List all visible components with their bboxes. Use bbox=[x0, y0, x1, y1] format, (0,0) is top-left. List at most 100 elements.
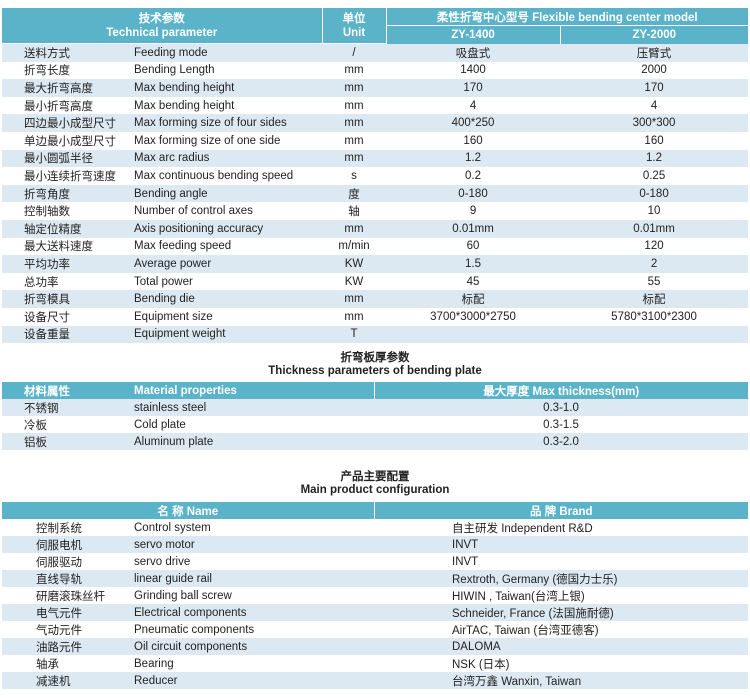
value-zy2000: 300*300 bbox=[560, 114, 749, 133]
param-cn: 单边最小成型尺寸 bbox=[2, 132, 130, 150]
param-cn: 轴定位精度 bbox=[2, 220, 130, 238]
value-zy2000: 0-180 bbox=[560, 184, 749, 203]
table-row: 控制系统 Control system 自主研发 Independent R&D bbox=[2, 519, 748, 536]
value-zy2000: 160 bbox=[560, 132, 749, 150]
value-zy2000: 标配 bbox=[560, 290, 749, 308]
material-cn: 冷板 bbox=[2, 416, 130, 433]
table-row: 送料方式 Feeding mode / 吸盘式 压臂式 bbox=[2, 43, 749, 62]
param-cn: 折弯长度 bbox=[2, 61, 130, 80]
component-cn: 气动元件 bbox=[2, 621, 130, 638]
max-thickness: 0.3-2.0 bbox=[374, 433, 748, 450]
param-cn: 控制轴数 bbox=[2, 202, 130, 221]
value-zy1400: 45 bbox=[386, 272, 561, 291]
unit: mm bbox=[322, 79, 387, 97]
value-zy1400: 1.2 bbox=[386, 149, 561, 168]
param-en: Bending Length bbox=[130, 61, 323, 80]
brand: HIWIN , Taiwan(台湾上银) bbox=[374, 587, 748, 604]
param-cn: 最小折弯高度 bbox=[2, 96, 130, 115]
param-en: Equipment size bbox=[130, 308, 323, 326]
material-cn-header: 材料属性 bbox=[2, 382, 130, 399]
component-en: servo drive bbox=[130, 553, 374, 570]
param-en: Number of control axes bbox=[130, 202, 323, 221]
value-zy2000: 10 bbox=[560, 202, 749, 221]
value-zy1400: 400*250 bbox=[386, 114, 561, 133]
unit: 轴 bbox=[322, 202, 387, 221]
config-title-en: Main product configuration bbox=[300, 484, 450, 496]
unit: 度 bbox=[322, 184, 387, 203]
max-thickness: 0.3-1.0 bbox=[374, 399, 748, 416]
unit: T bbox=[322, 325, 387, 344]
brand: NSK (日本) bbox=[374, 655, 748, 672]
material-en: stainless steel bbox=[130, 399, 374, 416]
component-en: Reducer bbox=[130, 672, 374, 689]
table-row: 最小圆弧半径 Max arc radius mm 1.2 1.2 bbox=[2, 149, 749, 168]
brand: INVT bbox=[374, 536, 748, 553]
table-row: 伺服驱动 servo drive INVT bbox=[2, 553, 748, 570]
config-title: 产品主要配置 Main product configuration bbox=[0, 471, 750, 497]
table-row: 油路元件 Oil circuit components DALOMA bbox=[2, 638, 748, 655]
brand: AirTAC, Taiwan (台湾亚德客) bbox=[374, 621, 748, 638]
brand: INVT bbox=[374, 553, 748, 570]
max-thickness-header: 最大厚度 Max thickness(mm) bbox=[373, 382, 748, 399]
table-row: 折弯角度 Bending angle 度 0-180 0-180 bbox=[2, 184, 749, 203]
material-en: Cold plate bbox=[130, 416, 374, 433]
unit: mm bbox=[322, 220, 387, 238]
table-row: 最小连续折弯速度 Max continuous bending speed s 0.2… bbox=[2, 167, 749, 185]
component-cn: 研磨滚珠丝杆 bbox=[2, 587, 130, 604]
value-zy2000: 1.2 bbox=[560, 149, 749, 168]
unit-header: 单位 Unit bbox=[321, 8, 387, 45]
table-row: 最大折弯高度 Max bending height mm 170 170 bbox=[2, 79, 749, 97]
param-cn: 设备尺寸 bbox=[2, 308, 130, 326]
unit: mm bbox=[322, 290, 387, 308]
param-cn: 四边最小成型尺寸 bbox=[2, 114, 130, 133]
component-cn: 伺服驱动 bbox=[2, 553, 130, 570]
unit: mm bbox=[322, 308, 387, 326]
param-en: Max feeding speed bbox=[130, 237, 323, 256]
value-zy1400: 9 bbox=[386, 202, 561, 221]
value-zy1400: 0.2 bbox=[386, 167, 561, 185]
param-cn: 最大折弯高度 bbox=[2, 79, 130, 97]
model-group-header: 柔性折弯中心型号 Flexible bending center model bbox=[385, 8, 749, 26]
param-en: Feeding mode bbox=[130, 43, 323, 62]
param-en: Average power bbox=[130, 255, 323, 273]
table-row: 轴定位精度 Axis positioning accuracy mm 0.01mm 0.… bbox=[2, 220, 749, 238]
param-en: Equipment weight bbox=[130, 325, 323, 344]
param-en: Max continuous bending speed bbox=[130, 167, 323, 185]
table-row: 电气元件 Electrical components Schneider, Fran… bbox=[2, 604, 748, 621]
param-cn: 最小连续折弯速度 bbox=[2, 167, 130, 185]
component-en: servo motor bbox=[130, 536, 374, 553]
brand: Schneider, France (法国施耐德) bbox=[374, 604, 748, 621]
model-header: ZY-2000 bbox=[559, 25, 749, 44]
unit: mm bbox=[322, 149, 387, 168]
param-cn: 设备重量 bbox=[2, 325, 130, 344]
unit: mm bbox=[322, 61, 387, 80]
table-row: 设备重量 Equipment weight T bbox=[2, 325, 749, 344]
config-table: 名 称 Name 品 牌 Brand 控制系统 Control system 自主研… bbox=[2, 502, 748, 689]
param-header-en: Technical parameter bbox=[106, 26, 218, 39]
value-zy2000: 170 bbox=[560, 79, 749, 97]
table-row: 单边最小成型尺寸 Max forming size of one side mm 16… bbox=[2, 132, 749, 150]
brand: 自主研发 Independent R&D bbox=[374, 519, 748, 536]
component-cn: 直线导轨 bbox=[2, 570, 130, 587]
param-cn: 送料方式 bbox=[2, 43, 130, 62]
component-en: Control system bbox=[130, 519, 374, 536]
param-en: Max forming size of one side bbox=[130, 132, 323, 150]
component-cn: 减速机 bbox=[2, 672, 130, 689]
unit: mm bbox=[322, 132, 387, 150]
param-header: 技术参数 Technical parameter bbox=[2, 8, 323, 45]
value-zy1400: 1400 bbox=[386, 61, 561, 80]
value-zy2000: 0.01mm bbox=[560, 220, 749, 238]
value-zy2000: 5780*3100*2300 bbox=[560, 308, 749, 326]
param-en: Max arc radius bbox=[130, 149, 323, 168]
component-cn: 电气元件 bbox=[2, 604, 130, 621]
value-zy1400: 170 bbox=[386, 79, 561, 97]
technical-parameter-table: 技术参数 Technical parameter 单位 Unit 柔性折弯中心型号 … bbox=[2, 8, 749, 344]
param-cn: 总功率 bbox=[2, 272, 130, 291]
table-row: 研磨滚珠丝杆 Grinding ball screw HIWIN , Taiwan(… bbox=[2, 587, 748, 604]
material-en-header: Material properties bbox=[130, 382, 374, 399]
table-row: 直线导轨 linear guide rail Rextroth, Germany (… bbox=[2, 570, 748, 587]
table-row: 冷板 Cold plate 0.3-1.5 bbox=[2, 416, 748, 433]
param-cn: 平均功率 bbox=[2, 255, 130, 273]
thickness-title-cn: 折弯板厚参数 bbox=[340, 352, 410, 364]
component-cn: 轴承 bbox=[2, 655, 130, 672]
